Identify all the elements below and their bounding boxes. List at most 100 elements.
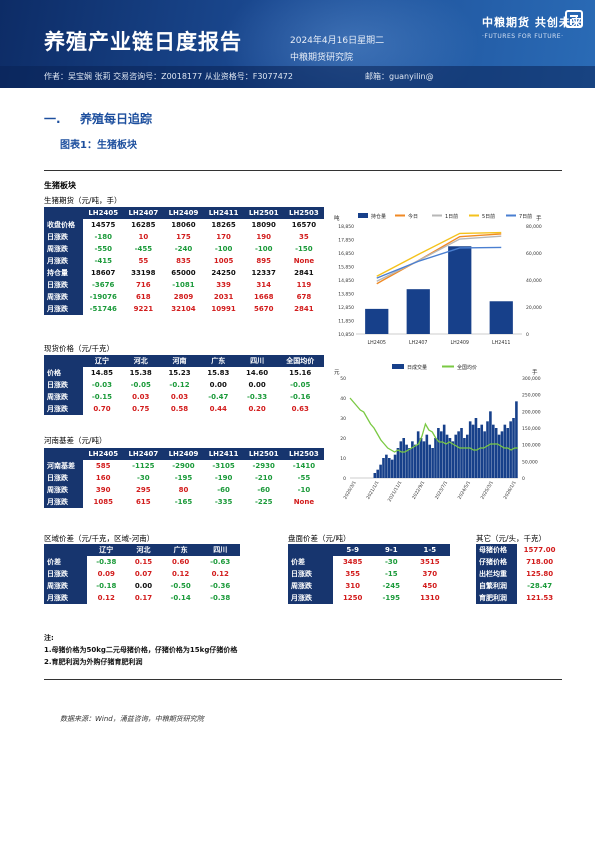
column-header: 5-9 <box>333 544 373 556</box>
y-tick-label: 0 <box>343 476 346 482</box>
bar <box>478 428 481 478</box>
report-date: 2024年4月16日星期二 <box>290 33 384 46</box>
basis-caption: 河南基差（元/吨） <box>44 435 107 446</box>
table-row: 周涨跌 310 -245 450 <box>288 580 450 592</box>
note-line-2: 2.育肥利润为外购仔猪育肥利润 <box>44 656 237 668</box>
bar <box>486 421 489 478</box>
bar <box>426 435 429 478</box>
column-header: 9-1 <box>373 544 410 556</box>
row-label: 月涨跌 <box>288 592 333 604</box>
table-cell: 0.07 <box>126 568 161 580</box>
x-tick-label: 2025/3/1 <box>480 480 495 501</box>
table-cell: 35 <box>284 231 324 243</box>
table-cell: 190 <box>244 231 284 243</box>
table-row: 周涨跌 -0.18 0.00 -0.50 -0.36 <box>44 580 240 592</box>
table-cell: 2841 <box>284 303 324 315</box>
table-row: 日涨跌 -180 10 175 170 190 35 <box>44 231 324 243</box>
column-header: LH2411 <box>204 448 244 460</box>
y-tick-label: 13,850 <box>338 292 354 298</box>
table-cell: 0.20 <box>238 403 277 415</box>
bar <box>437 428 440 478</box>
x-tick-label: 2020/3/1 <box>342 480 357 501</box>
bar <box>504 425 507 478</box>
table-cell: 2031 <box>204 291 244 303</box>
x-tick-label: 2022/9/1 <box>411 480 426 501</box>
legend-label: 1日前 <box>445 213 458 220</box>
x-tick-label: 2021/11/1 <box>387 480 404 503</box>
data-source: 数据来源：Wind，涌益咨询，中粮期货研究院 <box>60 714 204 724</box>
x-tick-label: 2024/5/1 <box>457 480 472 501</box>
report-org: 中粮期货研究院 <box>290 50 353 63</box>
volume-price-chart: 日成交量 全国均价元 手50403020100300,000250,000200,0… <box>330 360 560 520</box>
bar <box>475 418 478 478</box>
bar <box>379 465 382 478</box>
table-cell: 0.60 <box>161 556 201 568</box>
table-cell: 3485 <box>333 556 373 568</box>
row-label: 月涨跌 <box>44 255 83 267</box>
table-cell: 0.09 <box>87 568 127 580</box>
bar <box>495 428 498 478</box>
row-label: 自繁利润 <box>476 580 517 592</box>
table-row: 持仓量 18607 33198 65000 24250 12337 2841 <box>44 267 324 279</box>
table-cell: -2900 <box>163 460 203 472</box>
x-tick-label: 2021/1/1 <box>365 480 380 501</box>
column-header: 广东 <box>161 544 201 556</box>
table-cell: 370 <box>410 568 450 580</box>
bar <box>466 435 469 478</box>
basis-table: LH2405 LH2407 LH2409 LH2411 LH2501 LH2503 河南基差… <box>44 448 324 508</box>
row-label: 周涨跌 <box>44 484 83 496</box>
table-row: 价差 3485 -30 3515 <box>288 556 450 568</box>
table-row: 母猪价格 1577.00 <box>476 544 562 556</box>
table-cell: None <box>284 496 324 508</box>
table-cell: -3676 <box>83 279 123 291</box>
column-header: 四川 <box>200 544 240 556</box>
table-row: 周涨跌 -550 -455 -240 -100 -100 -150 <box>44 243 324 255</box>
bar <box>472 425 475 478</box>
bar <box>492 425 495 478</box>
table-cell: -2930 <box>244 460 284 472</box>
x-tick-label: LH2407 <box>409 340 428 346</box>
column-header: 全国均价 <box>276 355 324 367</box>
logo-slogan: ·FUTURES FOR FUTURE· <box>482 33 583 40</box>
column-header: 河北 <box>121 355 160 367</box>
table-row: 出栏均重 125.80 <box>476 568 562 580</box>
table-cell: 0.58 <box>160 403 199 415</box>
table-cell: 0.03 <box>121 391 160 403</box>
figure-title: 图表1：生猪板块 <box>60 136 137 151</box>
column-header: LH2503 <box>284 448 324 460</box>
y2-tick-label: 150,000 <box>522 426 541 432</box>
column-header: 河北 <box>126 544 161 556</box>
table-cell: -60 <box>244 484 284 496</box>
bar <box>414 445 417 478</box>
table-cell: -30 <box>373 556 410 568</box>
table-cell: -150 <box>284 243 324 255</box>
table-cell: 0.00 <box>199 379 238 391</box>
table-cell: 1005 <box>204 255 244 267</box>
y2-tick-label: 80,000 <box>526 224 542 230</box>
bar <box>388 458 391 478</box>
table-cell: 355 <box>333 568 373 580</box>
bar <box>449 438 452 478</box>
bar <box>452 441 455 478</box>
table-cell: -195 <box>373 592 410 604</box>
table-cell: 2809 <box>163 291 203 303</box>
y-tick-label: 15,850 <box>338 265 354 271</box>
table-cell: -0.33 <box>238 391 277 403</box>
row-label: 月涨跌 <box>44 403 83 415</box>
y-tick-label: 17,850 <box>338 238 354 244</box>
bar <box>460 428 463 478</box>
block-title: 生猪板块 <box>44 180 76 191</box>
x-tick-label: LH2405 <box>368 340 387 346</box>
row-label: 月涨跌 <box>44 496 83 508</box>
bar <box>402 438 405 478</box>
table-cell: -3105 <box>204 460 244 472</box>
table-cell: -190 <box>204 472 244 484</box>
row-label: 育肥利润 <box>476 592 517 604</box>
table-cell: -225 <box>244 496 284 508</box>
row-label: 月涨跌 <box>44 303 83 315</box>
table-cell: 12337 <box>244 267 284 279</box>
table-cell: 390 <box>83 484 123 496</box>
y2-tick-label: 100,000 <box>522 443 541 449</box>
left-axis-unit: 吨 <box>334 214 340 222</box>
table-cell: -165 <box>163 496 203 508</box>
